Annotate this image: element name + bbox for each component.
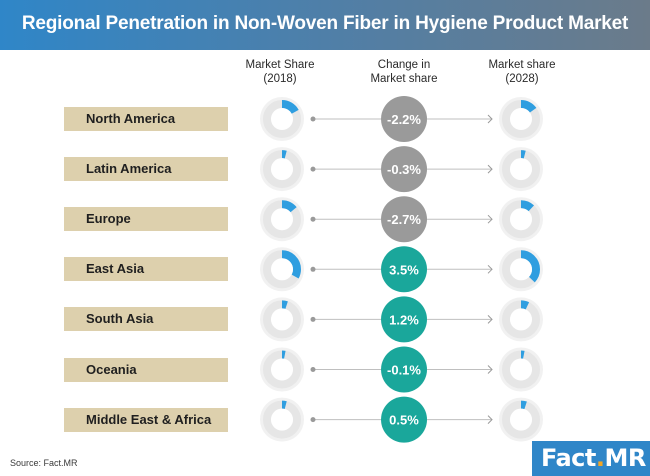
change-bubble-north-america: [381, 96, 427, 142]
donut-2028-north-america-fill: [502, 100, 540, 138]
donut-2018-latin-america-fill: [263, 150, 301, 189]
change-bubble-oceania: [381, 346, 427, 393]
connector-dot-europe: [310, 216, 316, 222]
column-header-share-2018: Market Share (2018): [220, 58, 340, 86]
region-label-east-asia: East Asia: [64, 257, 228, 282]
donut-2028-europe-hole: [510, 208, 532, 231]
change-value-oceania: -0.1%: [387, 363, 421, 378]
connector-dot-north-america: [310, 116, 316, 122]
connector-arrow-europe: [487, 214, 493, 224]
region-label-south-asia: South Asia: [64, 307, 228, 332]
donut-2028-east-asia-fill: [502, 250, 540, 289]
donut-2018-south-asia-fill: [263, 300, 301, 339]
donut-2028-oceania-fill: [502, 350, 540, 389]
donut-2018-europe-hole: [271, 208, 293, 231]
connector-dot-oceania: [310, 367, 316, 372]
connector-arrow-east-asia: [487, 264, 493, 274]
column-header-change-line1: Change in: [377, 59, 431, 71]
donut-2018-latin-america-hole: [271, 158, 293, 181]
donut-2028-south-asia-hole: [510, 308, 532, 331]
change-bubble-east-asia: [381, 246, 427, 293]
title-banner: Regional Penetration in Non-Woven Fiber …: [0, 0, 650, 50]
connector-arrow-middle-east-africa: [487, 415, 493, 424]
column-header-change-line2: Market share: [370, 73, 438, 85]
region-label-oceania: Oceania: [64, 357, 228, 382]
connector-dot-east-asia: [310, 266, 316, 272]
column-header-share-2028-line2: (2028): [505, 73, 539, 85]
change-value-east-asia: 3.5%: [389, 262, 419, 277]
column-header-share-2028: Market share (2028): [462, 58, 582, 86]
donut-2018-middle-east-africa-hole: [271, 408, 293, 431]
donut-2018-east-asia-fill: [263, 250, 301, 289]
connector-arrow-south-asia: [487, 315, 493, 324]
connector-dot-middle-east-africa: [310, 417, 316, 423]
donut-2018-south-asia-hole: [271, 308, 293, 331]
donut-2018-oceania-fill: [263, 350, 301, 389]
change-value-north-america: -2.2%: [387, 112, 421, 127]
connector-arrow-north-america: [487, 114, 493, 124]
donut-2018-europe-fill: [263, 200, 301, 239]
donut-2028-middle-east-africa-hole: [510, 408, 532, 431]
change-value-europe: -2.7%: [387, 212, 421, 227]
page-title: Regional Penetration in Non-Woven Fiber …: [21, 13, 629, 34]
change-bubble-latin-america: [381, 146, 427, 193]
column-header-share-2018-line2: (2018): [263, 73, 297, 85]
factmr-logo: Fact.MR: [532, 441, 650, 476]
donut-2018-north-america-fill: [263, 100, 301, 138]
donut-2028-north-america-hole: [510, 108, 532, 130]
change-value-south-asia: 1.2%: [389, 312, 419, 327]
change-value-middle-east-africa: 0.5%: [389, 413, 419, 428]
change-value-latin-america: -0.3%: [387, 162, 421, 177]
donut-2018-north-america-hole: [271, 108, 293, 130]
connector-arrow-oceania: [487, 365, 493, 374]
source-note: Source: Fact.MR: [10, 458, 78, 468]
donut-2018-east-asia-hole: [271, 258, 293, 281]
change-bubble-europe: [381, 196, 427, 243]
connector-arrow-latin-america: [487, 164, 493, 174]
connector-dot-latin-america: [310, 166, 316, 172]
column-header-change: Change in Market share: [344, 58, 464, 86]
logo-text: Fact.MR: [541, 444, 646, 472]
region-label-europe: Europe: [64, 207, 228, 232]
change-bubble-middle-east-africa: [381, 396, 427, 443]
change-bubble-south-asia: [381, 296, 427, 343]
donut-2018-middle-east-africa-fill: [263, 400, 301, 439]
donut-2028-east-asia-hole: [510, 258, 532, 281]
donut-2028-middle-east-africa-fill: [502, 400, 540, 439]
donut-2028-latin-america-fill: [502, 150, 540, 189]
donut-2028-europe-fill: [502, 200, 540, 239]
column-header-share-2018-line1: Market Share: [245, 59, 315, 71]
connector-dot-south-asia: [310, 316, 316, 322]
column-header-share-2028-line1: Market share: [488, 59, 556, 71]
region-label-middle-east-africa: Middle East & Africa: [64, 407, 228, 432]
region-label-north-america: North America: [64, 107, 228, 131]
donut-2028-south-asia-fill: [502, 300, 540, 339]
donut-2028-oceania-hole: [510, 358, 532, 381]
donut-2028-latin-america-hole: [510, 158, 532, 181]
donut-2018-oceania-hole: [271, 358, 293, 381]
region-label-latin-america: Latin America: [64, 157, 228, 182]
